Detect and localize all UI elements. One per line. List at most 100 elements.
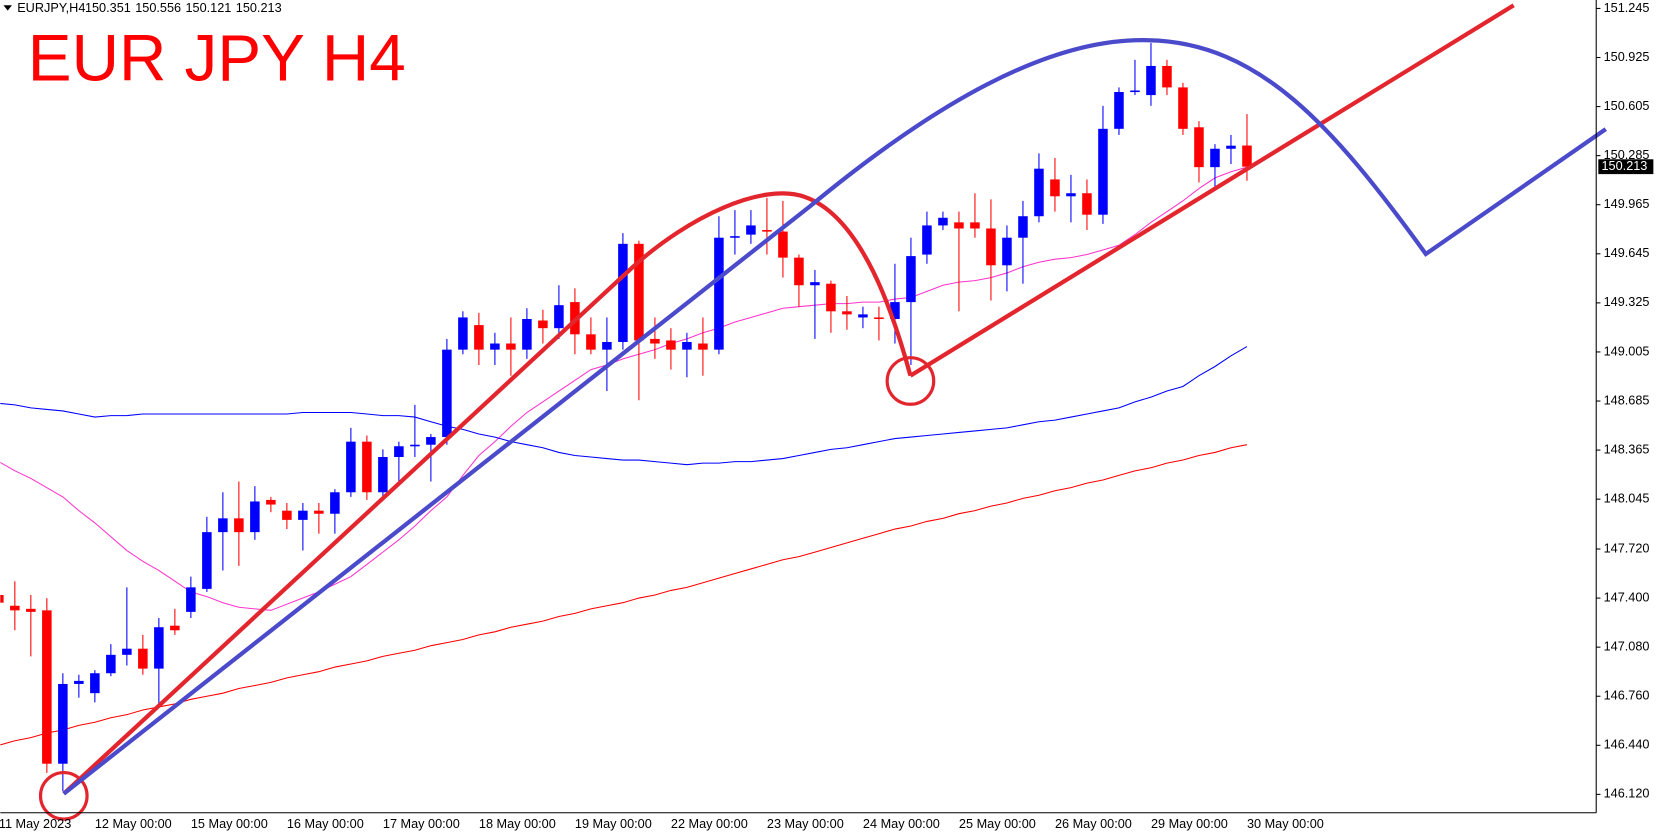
candle-body [970, 222, 980, 229]
y-tick-label: 150.605 [1604, 99, 1650, 113]
candle-body [682, 341, 692, 350]
candle-body [794, 257, 804, 286]
candle-body [138, 648, 148, 669]
x-tick-label: 11 May 2023 [0, 817, 71, 831]
y-tick-label: 149.645 [1604, 246, 1650, 260]
header-high: 150.556 [135, 1, 181, 15]
candle-body [410, 444, 420, 447]
candle-body [474, 325, 484, 350]
chart-title: EUR JPY H4 [28, 21, 406, 94]
candle-body [1098, 128, 1108, 215]
candle-body [1082, 193, 1092, 215]
candle-body [650, 338, 660, 344]
candle-body [154, 627, 164, 669]
x-tick-label: 23 May 00:00 [767, 817, 844, 831]
candle-body [330, 492, 340, 514]
moving-average-line [0, 166, 1248, 611]
candle-body [602, 341, 612, 350]
x-tick-label: 19 May 00:00 [575, 817, 652, 831]
candle-body [858, 314, 868, 318]
candle-body [666, 340, 676, 350]
candle-body [922, 225, 932, 255]
low-circle [885, 356, 936, 406]
y-tick-label: 146.120 [1604, 787, 1650, 801]
plot-area [0, 42, 1252, 792]
candle-body [394, 446, 404, 457]
x-tick-label: 26 May 00:00 [1055, 817, 1132, 831]
x-tick-label: 12 May 00:00 [95, 817, 172, 831]
candle-body [554, 305, 564, 329]
symbol-label: EURJPY,H4 [17, 1, 85, 15]
candle-body [954, 222, 964, 229]
y-tick-label: 146.760 [1604, 689, 1650, 703]
candle-body [890, 302, 900, 319]
candle-body [1226, 145, 1236, 149]
candle-body [442, 349, 452, 438]
candle-body [1242, 145, 1252, 167]
candle-body [170, 625, 180, 631]
candle-body [234, 518, 244, 533]
header-open: 150.351 [85, 1, 131, 15]
candle-body [1018, 216, 1028, 238]
candle-body [842, 311, 852, 315]
red-trend-drawing [62, 191, 913, 796]
candle-body [778, 231, 788, 258]
candle-body [730, 236, 740, 238]
candle-body [1034, 168, 1044, 217]
candle-body [634, 243, 644, 341]
candle-body [714, 237, 724, 350]
x-tick-label: 25 May 00:00 [959, 817, 1036, 831]
candle-body [106, 654, 116, 674]
candle-body [1114, 92, 1124, 129]
current-price-box [1598, 159, 1654, 175]
candle-body [618, 243, 628, 342]
x-tick-label: 15 May 00:00 [191, 817, 268, 831]
y-tick-label: 150.285 [1604, 148, 1650, 162]
candle-body [986, 228, 996, 266]
candle-body [378, 456, 388, 493]
header-close: 150.213 [236, 1, 282, 15]
candle-body [282, 510, 292, 520]
y-tick-label: 147.080 [1604, 640, 1650, 654]
candle-body [1146, 65, 1156, 96]
candle-body [1162, 65, 1172, 88]
y-tick-label: 148.685 [1604, 393, 1650, 407]
candle-body [906, 256, 916, 303]
candle-body [314, 510, 324, 514]
y-tick-label: 149.965 [1604, 197, 1650, 211]
candle-body [1130, 90, 1140, 93]
candle-body [42, 610, 52, 764]
candle-body [0, 595, 4, 603]
moving-average-line [0, 444, 1248, 746]
x-tick-label: 24 May 00:00 [863, 817, 940, 831]
candle-body [1002, 237, 1012, 266]
candle-body [122, 648, 132, 655]
candle-body [186, 587, 196, 612]
menu-arrow[interactable] [3, 5, 12, 11]
candle-body [490, 343, 500, 350]
x-tick-label: 18 May 00:00 [479, 817, 556, 831]
header-low: 150.121 [185, 1, 231, 15]
current-price-label: 150.213 [1602, 159, 1648, 173]
candle-body [826, 283, 836, 312]
candle-body [362, 441, 372, 493]
x-tick-label: 29 May 00:00 [1151, 817, 1228, 831]
moving-average-line [0, 346, 1248, 466]
candle-body [698, 343, 708, 350]
candle-body [90, 673, 100, 694]
x-tick-label: 30 May 00:00 [1247, 817, 1324, 831]
candle-body [218, 518, 228, 533]
candle-body [1194, 127, 1204, 168]
y-tick-label: 147.400 [1604, 590, 1650, 604]
candle-body [26, 608, 36, 612]
candle-body [506, 343, 516, 350]
candle-body [538, 320, 548, 329]
candle-body [762, 230, 772, 232]
low-circle [38, 770, 89, 821]
y-tick-label: 148.045 [1604, 492, 1650, 506]
candle-body [250, 501, 260, 533]
candle-body [746, 225, 756, 235]
candle-body [58, 683, 68, 764]
